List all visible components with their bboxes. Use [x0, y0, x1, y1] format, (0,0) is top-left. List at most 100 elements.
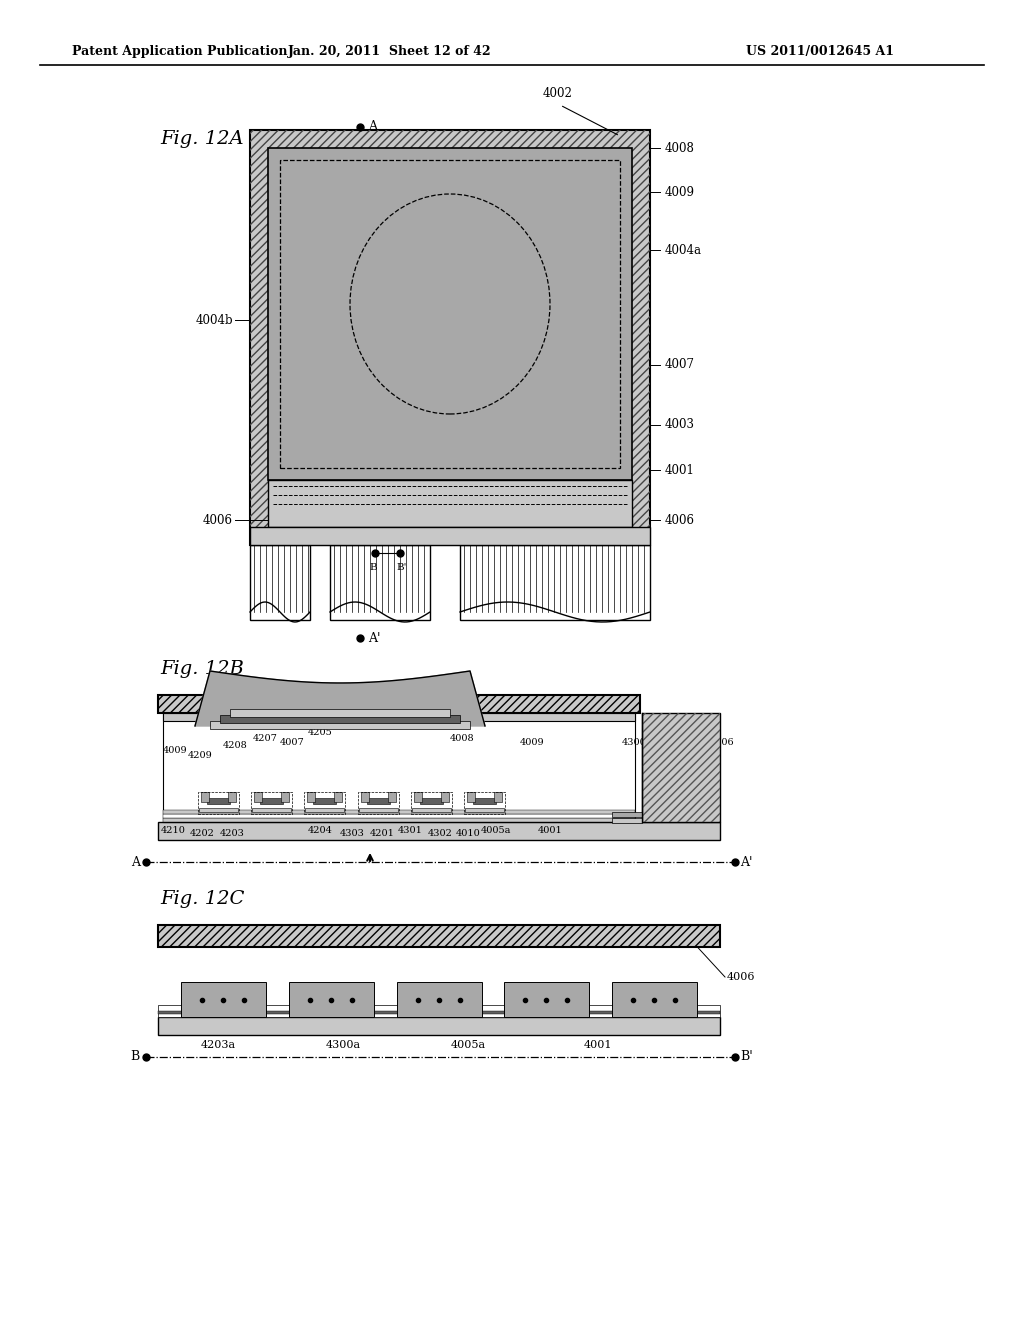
Polygon shape	[195, 671, 485, 726]
Text: 4008: 4008	[665, 141, 695, 154]
Text: 4005a: 4005a	[451, 1040, 485, 1049]
Text: 4203: 4203	[220, 829, 245, 838]
Bar	[494, 792, 502, 803]
Text: B': B'	[740, 1051, 753, 1064]
Bar	[220, 715, 460, 723]
Text: 4300a: 4300a	[326, 1040, 360, 1049]
Bar	[251, 792, 292, 814]
Text: 4001: 4001	[538, 826, 563, 836]
Text: Jan. 20, 2011  Sheet 12 of 42: Jan. 20, 2011 Sheet 12 of 42	[288, 45, 492, 58]
Bar	[207, 799, 230, 804]
Bar	[612, 812, 642, 817]
Bar	[467, 792, 475, 803]
Bar	[198, 792, 240, 814]
Text: 4010: 4010	[456, 829, 480, 838]
Bar	[282, 792, 290, 803]
Text: 4301: 4301	[398, 826, 423, 836]
Text: B: B	[131, 1051, 140, 1064]
Text: 4301: 4301	[647, 796, 672, 805]
Bar	[387, 792, 395, 803]
Bar	[412, 808, 451, 812]
Text: 4007: 4007	[665, 359, 695, 371]
Text: 4003: 4003	[665, 418, 695, 432]
Text: US 2011/0012645 A1: US 2011/0012645 A1	[746, 45, 894, 58]
Text: 4006: 4006	[203, 513, 233, 527]
Text: 4208: 4208	[223, 741, 248, 750]
Text: 4004b: 4004b	[196, 314, 233, 326]
Text: 4205: 4205	[308, 729, 333, 737]
Bar	[505, 982, 590, 1016]
Bar	[250, 527, 650, 545]
Text: 4004a: 4004a	[665, 243, 702, 256]
Bar	[642, 713, 720, 822]
Text: A: A	[368, 120, 377, 133]
Bar	[163, 818, 635, 822]
Text: 4001: 4001	[584, 1040, 612, 1049]
Bar	[440, 792, 449, 803]
Text: 4201: 4201	[370, 829, 395, 838]
Text: Patent Application Publication: Patent Application Publication	[72, 45, 288, 58]
Bar	[268, 148, 632, 480]
Text: A': A'	[740, 855, 753, 869]
Bar	[163, 713, 635, 721]
Bar	[260, 799, 284, 804]
Bar	[163, 814, 635, 818]
Text: 4303: 4303	[340, 829, 365, 838]
Bar	[210, 721, 470, 729]
Bar	[360, 792, 369, 803]
Bar	[163, 713, 635, 822]
Bar	[252, 808, 291, 812]
Text: 4300: 4300	[445, 925, 474, 935]
Bar	[465, 808, 504, 812]
Bar	[250, 129, 650, 545]
Bar	[158, 1011, 720, 1014]
Text: B: B	[370, 564, 377, 572]
Text: 4209: 4209	[188, 751, 213, 760]
Text: 4204: 4204	[308, 826, 333, 836]
Text: 4009: 4009	[520, 738, 545, 747]
Bar	[305, 808, 344, 812]
Bar	[250, 545, 310, 620]
Bar	[414, 792, 422, 803]
Bar	[199, 808, 239, 812]
Bar	[158, 822, 720, 840]
Text: 4302: 4302	[428, 829, 453, 838]
Text: 4002: 4002	[543, 87, 573, 100]
Bar	[642, 713, 720, 822]
Bar	[181, 982, 266, 1016]
Bar	[612, 982, 697, 1016]
Bar	[313, 799, 337, 804]
Bar	[228, 792, 237, 803]
Text: 4006: 4006	[665, 513, 695, 527]
Text: Fig. 12C: Fig. 12C	[160, 890, 245, 908]
Text: 4300: 4300	[622, 738, 647, 747]
Bar	[473, 799, 496, 804]
Text: 4210: 4210	[161, 826, 186, 836]
Text: 4006: 4006	[710, 738, 734, 747]
Text: 4008: 4008	[450, 734, 475, 743]
Bar	[230, 709, 450, 717]
Bar	[612, 818, 642, 822]
Bar	[158, 1016, 720, 1035]
Bar	[254, 792, 262, 803]
Text: 4007: 4007	[280, 738, 305, 747]
Text: 4006: 4006	[727, 972, 756, 982]
Bar	[163, 810, 635, 814]
Text: A: A	[131, 855, 140, 869]
Bar	[396, 982, 481, 1016]
Bar	[460, 545, 650, 620]
Bar	[158, 925, 720, 946]
Bar	[268, 480, 632, 527]
Text: Fig. 12A: Fig. 12A	[160, 129, 244, 148]
Text: 4301: 4301	[516, 925, 544, 935]
Bar	[158, 1005, 720, 1016]
Bar	[411, 792, 452, 814]
Text: A': A'	[368, 631, 381, 644]
Bar	[158, 696, 640, 713]
Text: B': B'	[397, 564, 408, 572]
Text: Fig. 12B: Fig. 12B	[160, 660, 244, 678]
Text: 4009: 4009	[163, 746, 187, 755]
Text: 4207: 4207	[253, 734, 278, 743]
Bar	[201, 792, 209, 803]
Bar	[330, 545, 430, 620]
